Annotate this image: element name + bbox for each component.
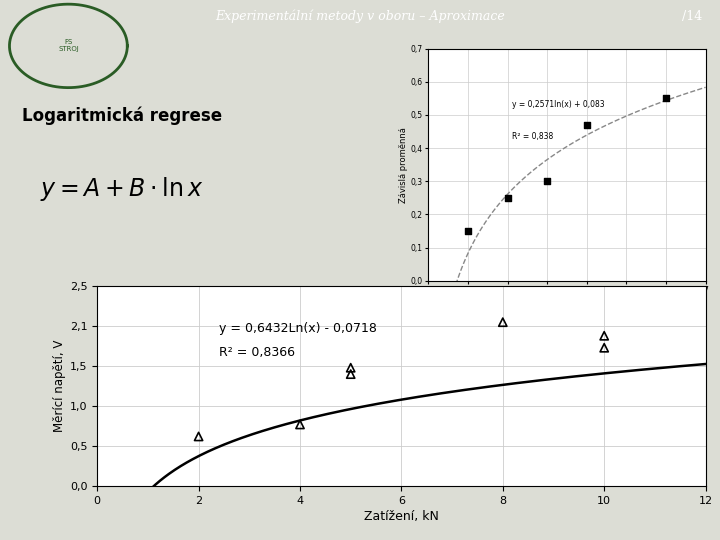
Text: $y = A + B \cdot \ln x$: $y = A + B \cdot \ln x$	[40, 175, 204, 203]
Point	[462, 227, 474, 235]
Y-axis label: Závislá proměnná: Závislá proměnná	[399, 127, 408, 202]
Text: /14: /14	[682, 10, 702, 23]
Text: R² = 0,838: R² = 0,838	[511, 132, 553, 141]
Text: R² = 0,8366: R² = 0,8366	[219, 346, 295, 359]
Text: y = 0,6432Ln(x) - 0,0718: y = 0,6432Ln(x) - 0,0718	[219, 322, 377, 335]
Point	[497, 318, 508, 327]
Text: FS
STROJ: FS STROJ	[58, 39, 78, 52]
Y-axis label: Měrící napětí, V: Měrící napětí, V	[53, 340, 66, 433]
Point	[345, 370, 356, 379]
Point	[581, 120, 593, 129]
Point	[193, 432, 204, 441]
Point	[345, 363, 356, 372]
Point	[598, 343, 610, 352]
Text: y = 0,2571ln(x) + 0,083: y = 0,2571ln(x) + 0,083	[511, 100, 604, 109]
Text: Logaritmická regrese: Logaritmická regrese	[22, 107, 222, 125]
X-axis label: Zatížení, kN: Zatížení, kN	[364, 510, 438, 523]
Point	[502, 193, 513, 202]
Point	[294, 420, 306, 429]
Point	[660, 94, 672, 103]
X-axis label: Nezávislá proměnná: Nezávislá proměnná	[524, 298, 610, 307]
Point	[598, 332, 610, 340]
Text: Experimentální metody v oboru – Aproximace: Experimentální metody v oboru – Aproxima…	[215, 10, 505, 23]
Point	[541, 177, 553, 186]
